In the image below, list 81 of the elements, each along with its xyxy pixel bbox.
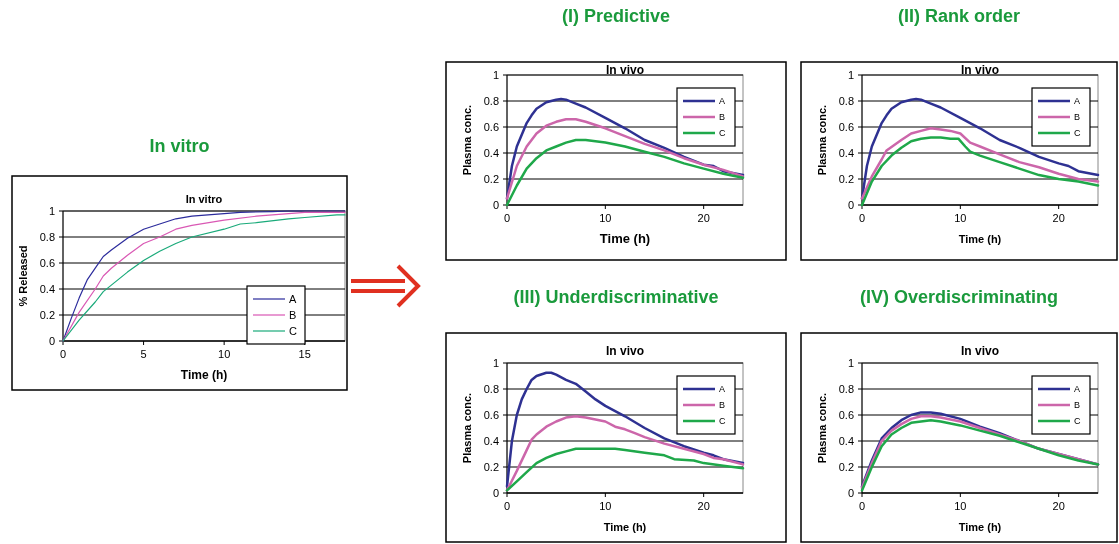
chart-title: (IV) Overdiscriminating: [859, 287, 1059, 307]
y-tick-label: 0.2: [838, 460, 854, 473]
x-tick-label: 5: [140, 348, 147, 360]
legend-label: B: [1074, 112, 1081, 123]
y-tick-label: 0.6: [483, 120, 499, 133]
legend-label: B: [719, 112, 726, 123]
y-axis-title: Plasma conc.: [816, 104, 828, 176]
y-tick-label: 1: [847, 356, 854, 369]
x-axis-title: Time (h): [599, 231, 651, 246]
chart-title: In vitro: [149, 136, 210, 156]
y-tick-label: 0.6: [838, 120, 854, 133]
x-tick-label: 0: [858, 212, 866, 224]
y-axis-title: Plasma conc.: [816, 392, 828, 464]
x-tick-label: 0: [858, 500, 866, 512]
legend-label: C: [289, 324, 297, 337]
y-tick-label: 0.6: [838, 408, 854, 421]
legend-label: C: [719, 128, 726, 139]
legend-label: B: [719, 400, 726, 411]
x-axis-title: Time (h): [958, 521, 1002, 533]
y-tick-label: 0.8: [483, 94, 499, 107]
x-tick-label: 0: [503, 212, 511, 224]
y-tick-label: 0.6: [483, 408, 499, 421]
y-axis-title: % Released: [17, 245, 29, 307]
y-tick-label: 0.4: [483, 434, 499, 447]
y-tick-label: 0: [492, 486, 499, 499]
x-tick-label: 0: [59, 348, 67, 360]
y-tick-label: 0: [492, 198, 499, 211]
chart-subtitle: In vivo: [960, 63, 1000, 77]
chart-subtitle: In vitro: [185, 193, 223, 205]
y-tick-label: 0: [48, 334, 55, 347]
y-tick-label: 1: [48, 204, 55, 217]
y-tick-label: 0.4: [838, 146, 854, 159]
y-tick-label: 0.2: [483, 460, 499, 473]
x-tick-label: 10: [954, 212, 967, 224]
y-tick-label: 0.4: [838, 434, 854, 447]
x-tick-label: 20: [697, 212, 710, 224]
x-tick-label: 0: [503, 500, 511, 512]
y-axis-title: Plasma conc.: [461, 392, 473, 464]
x-tick-label: 10: [218, 348, 231, 360]
y-tick-label: 0.8: [838, 94, 854, 107]
legend-label: B: [289, 308, 297, 321]
y-tick-label: 0: [847, 486, 854, 499]
y-tick-label: 0.4: [483, 146, 499, 159]
legend-label: A: [289, 292, 297, 305]
x-tick-label: 20: [1052, 212, 1065, 224]
y-tick-label: 0.2: [483, 172, 499, 185]
y-tick-label: 1: [492, 356, 499, 369]
x-tick-label: 10: [599, 500, 612, 512]
chart-title: (III) Underdiscriminative: [513, 287, 719, 307]
x-tick-label: 10: [599, 212, 612, 224]
chart-title: (II) Rank order: [897, 6, 1021, 26]
y-tick-label: 0.2: [39, 308, 55, 321]
x-tick-label: 20: [697, 500, 710, 512]
chart-title: (I) Predictive: [561, 6, 671, 26]
legend-label: A: [719, 384, 726, 395]
legend-label: A: [1074, 384, 1081, 395]
y-tick-label: 1: [492, 68, 499, 81]
y-tick-label: 0.8: [838, 382, 854, 395]
chart-subtitle: In vivo: [605, 344, 645, 358]
legend-label: A: [719, 96, 726, 107]
legend-label: C: [719, 416, 726, 427]
legend-label: C: [1074, 128, 1081, 139]
legend-label: A: [1074, 96, 1081, 107]
x-tick-label: 15: [298, 348, 311, 360]
y-tick-label: 0.8: [39, 230, 55, 243]
x-axis-title: Time (h): [958, 233, 1002, 245]
y-tick-label: 0.6: [39, 256, 55, 269]
y-tick-label: 0.2: [838, 172, 854, 185]
y-tick-label: 0.8: [483, 382, 499, 395]
legend-label: C: [1074, 416, 1081, 427]
chart-subtitle: In vivo: [960, 344, 1000, 358]
y-axis-title: Plasma conc.: [461, 104, 473, 176]
y-tick-label: 0.4: [39, 282, 55, 295]
x-axis-title: Time (h): [603, 521, 647, 533]
legend-label: B: [1074, 400, 1081, 411]
chart-subtitle: In vivo: [605, 63, 645, 77]
x-tick-label: 20: [1052, 500, 1065, 512]
y-tick-label: 0: [847, 198, 854, 211]
x-tick-label: 10: [954, 500, 967, 512]
y-tick-label: 1: [847, 68, 854, 81]
x-axis-title: Time (h): [180, 368, 228, 382]
